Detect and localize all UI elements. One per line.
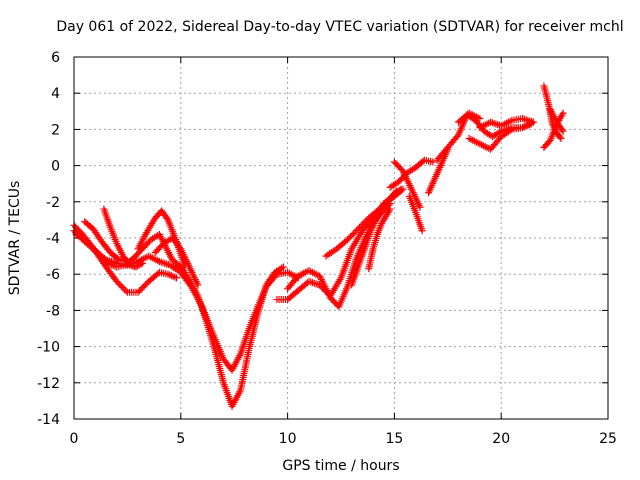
- data-point: [116, 281, 124, 289]
- data-point: [142, 281, 150, 289]
- data-point: [350, 230, 358, 238]
- data-point: [357, 222, 365, 230]
- data-point: [559, 127, 567, 135]
- data-point: [418, 227, 426, 235]
- data-point: [117, 282, 125, 290]
- data-point: [351, 228, 359, 236]
- data-point: [397, 185, 405, 193]
- data-point: [137, 285, 145, 293]
- y-tick-label: -12: [37, 376, 60, 392]
- series-satellite-track-3: [72, 230, 181, 296]
- data-point: [136, 287, 144, 295]
- data-point: [169, 272, 177, 280]
- data-point: [114, 279, 122, 287]
- data-point: [362, 217, 370, 225]
- y-tick-label: -14: [37, 412, 60, 428]
- series-satellite-track-6: [134, 207, 189, 271]
- data-point: [529, 118, 537, 126]
- data-point: [119, 284, 127, 292]
- data-point: [346, 233, 354, 241]
- series-satellite-track-19: [476, 115, 537, 132]
- series-satellite-track-2: [70, 227, 302, 374]
- data-point: [556, 133, 564, 141]
- data-point: [359, 220, 367, 228]
- series-satellite-track-20: [454, 109, 484, 126]
- data-point: [173, 274, 181, 282]
- data-point: [120, 285, 128, 293]
- data-point: [391, 188, 399, 196]
- y-tick-label: 4: [51, 86, 60, 102]
- data-point: [558, 126, 566, 134]
- data-point: [495, 128, 503, 136]
- y-tick-label: -2: [46, 195, 60, 211]
- x-tick-label: 20: [492, 431, 510, 447]
- x-tick-label: 10: [279, 431, 297, 447]
- y-tick-label: 2: [51, 122, 60, 138]
- y-tick-label: -4: [46, 231, 60, 247]
- series-satellite-track-14: [390, 158, 424, 211]
- data-point: [354, 225, 362, 233]
- series-satellite-track-11: [348, 187, 401, 289]
- data-point: [113, 255, 121, 263]
- data-point: [164, 270, 172, 278]
- data-point: [139, 284, 147, 292]
- series-satellite-track-15: [405, 192, 426, 235]
- series-satellite-track-12: [365, 205, 394, 273]
- series-satellite-track-23: [546, 105, 567, 135]
- y-tick-label: -8: [46, 303, 60, 319]
- data-point: [343, 236, 351, 244]
- series-satellite-track-18: [465, 118, 537, 153]
- plot-frame: [73, 56, 609, 420]
- data-point: [123, 258, 131, 266]
- y-tick-label: 6: [51, 50, 60, 66]
- data-point: [166, 271, 174, 279]
- data-point: [557, 134, 565, 142]
- chart-title: Day 061 of 2022, Sidereal Day-to-day VTE…: [56, 19, 623, 35]
- y-tick-label: 0: [51, 159, 60, 175]
- x-tick-label: 25: [599, 431, 617, 447]
- data-point: [194, 281, 202, 289]
- x-axis-title: GPS time / hours: [282, 458, 399, 474]
- data-points: [70, 82, 567, 410]
- x-tick-label: 0: [70, 431, 79, 447]
- y-tick-labels: 6 4 2 0 -2 -4 -6 -8 -10 -12 -14: [37, 50, 60, 428]
- data-point: [137, 260, 145, 268]
- data-point: [476, 115, 484, 123]
- y-tick-label: -6: [46, 267, 60, 283]
- data-point: [393, 187, 401, 195]
- x-tick-label: 15: [385, 431, 403, 447]
- data-point: [429, 158, 437, 166]
- data-point: [559, 109, 567, 117]
- data-point: [453, 132, 461, 140]
- series-satellite-track-5: [81, 218, 131, 266]
- data-point: [360, 219, 368, 227]
- x-tick-labels: 0 5 10 15 20 25: [70, 431, 617, 447]
- x-tick-label: 5: [176, 431, 185, 447]
- y-axis-title: SDTVAR / TECUs: [7, 181, 23, 296]
- data-point: [348, 231, 356, 239]
- grid-lines: [74, 57, 608, 419]
- data-point: [138, 259, 146, 267]
- data-point: [134, 288, 142, 296]
- data-point: [353, 227, 361, 235]
- data-point: [140, 282, 148, 290]
- data-point: [345, 234, 353, 242]
- data-point: [167, 272, 175, 280]
- data-point: [356, 223, 364, 231]
- y-tick-label: -10: [37, 340, 60, 356]
- data-point: [113, 277, 121, 285]
- data-point: [279, 263, 287, 271]
- data-point: [386, 205, 394, 213]
- data-point: [171, 273, 179, 281]
- data-point: [416, 203, 424, 211]
- series-satellite-track-7: [151, 234, 202, 289]
- data-point: [122, 287, 130, 295]
